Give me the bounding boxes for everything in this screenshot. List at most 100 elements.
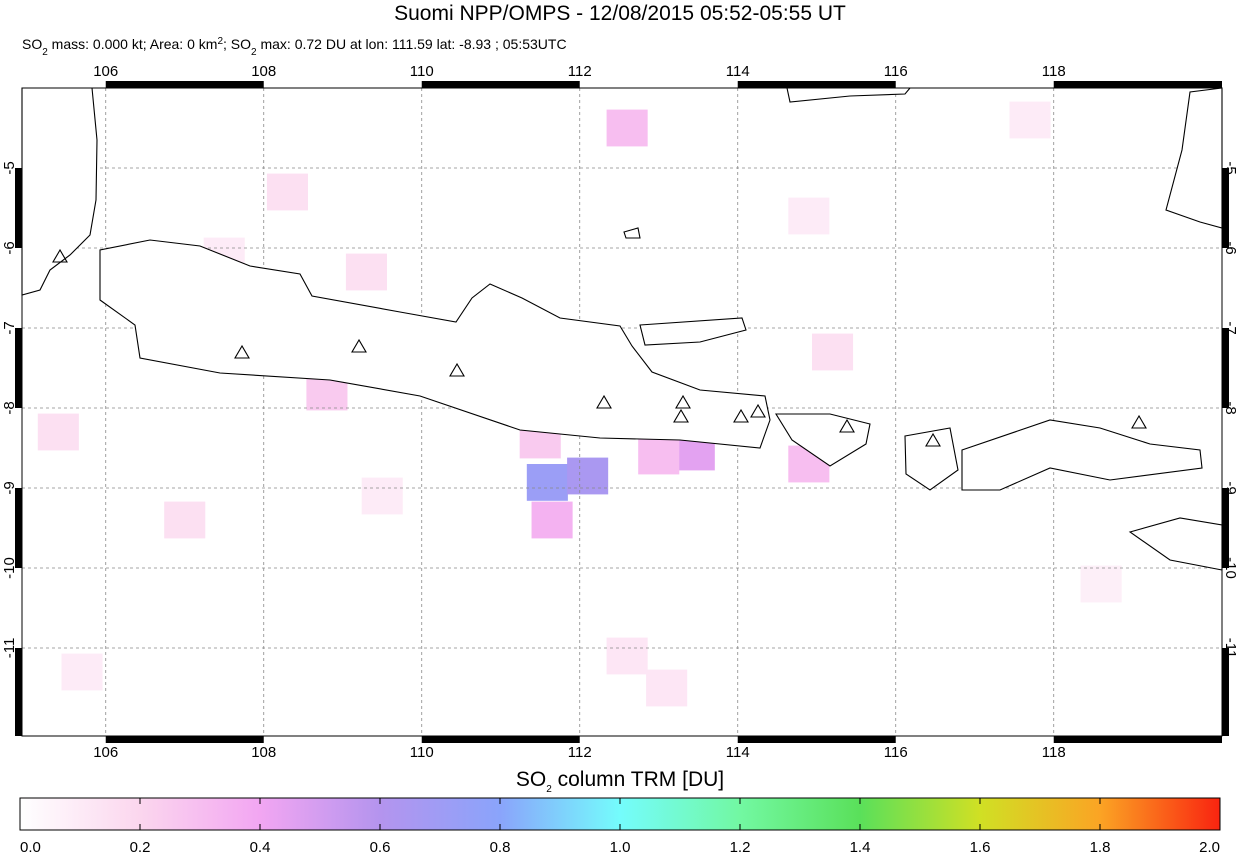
volcano bbox=[1131, 414, 1147, 429]
x-tick-label: 106 bbox=[93, 63, 118, 80]
border-band bbox=[105, 81, 264, 88]
colorbar-tick-label: 1.0 bbox=[610, 839, 631, 855]
colorbar-tick-label: 0.4 bbox=[250, 839, 271, 855]
y-tick-label: -7 bbox=[1222, 321, 1239, 334]
so2-pixel bbox=[345, 253, 387, 291]
title: Suomi NPP/OMPS - 12/08/2015 05:52-05:55 … bbox=[394, 2, 846, 25]
x-tick-label: 112 bbox=[568, 744, 592, 761]
so2-pixel bbox=[1080, 565, 1122, 603]
subtitle-part: mass: 0.000 kt; Area: 0 km bbox=[48, 36, 218, 52]
border-band bbox=[15, 648, 22, 736]
x-tick-label: 106 bbox=[93, 744, 118, 761]
border-band bbox=[1222, 168, 1229, 248]
border-band bbox=[15, 328, 22, 408]
subtitle-part: 2 bbox=[42, 47, 48, 58]
volcano bbox=[839, 418, 855, 433]
so2-pixel bbox=[811, 333, 854, 371]
subtitle-part: max: 0.72 DU at lon: 111.59 lat: -8.93 ;… bbox=[257, 36, 567, 52]
so2-pixel bbox=[646, 669, 688, 707]
x-tick-label: 114 bbox=[726, 744, 750, 761]
subtitle-part: SO bbox=[22, 36, 42, 52]
so2-pixel bbox=[1009, 101, 1051, 139]
so2-pixel bbox=[606, 109, 648, 147]
border-band bbox=[15, 168, 22, 248]
y-tick-label: -10 bbox=[1, 557, 18, 579]
y-tick-label: -9 bbox=[1222, 481, 1239, 494]
y-tick-label: -6 bbox=[1222, 241, 1239, 254]
so2-pixel bbox=[638, 437, 680, 475]
volcano bbox=[733, 408, 749, 423]
volcano bbox=[925, 432, 941, 447]
x-tick-label: 116 bbox=[884, 63, 908, 80]
so2-pixel bbox=[788, 197, 830, 235]
coast-java bbox=[99, 239, 771, 449]
y-tick-label: -6 bbox=[1, 241, 18, 254]
grid bbox=[22, 88, 1222, 736]
volcano bbox=[351, 338, 367, 353]
coast-sulawesi bbox=[1165, 87, 1223, 229]
border-band bbox=[421, 736, 580, 743]
coast-sumatra bbox=[21, 87, 98, 296]
axis-labels: 106 106 108 108 110 110 112 112 114 114 116 116 118 1… bbox=[1, 63, 1239, 761]
border-band bbox=[105, 736, 264, 743]
y-tick-label: -8 bbox=[1, 401, 18, 414]
y-tick-label: -11 bbox=[1, 638, 18, 659]
border-band bbox=[1222, 488, 1229, 568]
coastlines bbox=[21, 87, 1223, 571]
colorbar-tick-label: 1.8 bbox=[1090, 839, 1111, 855]
colorbar-title-part: 2 bbox=[546, 784, 552, 795]
border-band bbox=[1222, 328, 1229, 408]
volcano bbox=[750, 403, 766, 418]
colorbar-tick-label: 0.2 bbox=[130, 839, 151, 855]
border-band bbox=[421, 81, 580, 88]
colorbar-tick-label: 1.6 bbox=[970, 839, 991, 855]
x-tick-label: 110 bbox=[410, 744, 434, 761]
volcano bbox=[449, 362, 465, 377]
colorbar-tick-label: 1.4 bbox=[850, 839, 871, 855]
volcano bbox=[234, 344, 250, 359]
volcano bbox=[673, 408, 689, 423]
colorbar-title-part: SO bbox=[516, 768, 546, 791]
coast-islet bbox=[623, 227, 641, 239]
map-frame bbox=[21, 87, 1223, 737]
colorbar-tick-label: 1.2 bbox=[730, 839, 751, 855]
border-band bbox=[1053, 736, 1222, 743]
y-tick-label: -10 bbox=[1222, 557, 1239, 579]
y-tick-label: -5 bbox=[1222, 161, 1239, 174]
volcanoes bbox=[52, 248, 1147, 447]
so2-pixel bbox=[567, 457, 609, 495]
coast-sumba bbox=[1128, 517, 1223, 571]
colorbar-tick-label: 0.0 bbox=[20, 839, 41, 855]
x-tick-label: 110 bbox=[410, 63, 434, 80]
coast-bali bbox=[775, 413, 871, 467]
so2-pixel bbox=[526, 464, 568, 501]
x-tick-label: 118 bbox=[1042, 744, 1066, 761]
map-border bbox=[15, 81, 1229, 743]
x-tick-label: 118 bbox=[1042, 63, 1066, 80]
y-tick-label: -9 bbox=[1, 481, 18, 494]
so2-pixel bbox=[164, 501, 206, 539]
subtitle: SO2 mass: 0.000 kt; Area: 0 km2; SO2 max… bbox=[22, 36, 567, 58]
so2-pixel bbox=[37, 413, 79, 451]
border-band bbox=[737, 81, 896, 88]
colorbar-tick-label: 2.0 bbox=[1199, 839, 1220, 855]
so2-pixel bbox=[606, 637, 648, 675]
coast-borneo bbox=[786, 87, 912, 103]
so2-pixel bbox=[361, 477, 403, 515]
volcano bbox=[52, 248, 68, 263]
x-tick-label: 108 bbox=[251, 63, 276, 80]
y-tick-label: -8 bbox=[1222, 401, 1239, 414]
coast-sumbawa bbox=[961, 419, 1203, 491]
y-tick-label: -5 bbox=[1, 161, 18, 174]
colorbar-title: SO2 column TRM [DU] bbox=[516, 768, 724, 795]
subtitle-part: 2 bbox=[251, 47, 257, 58]
colorbar-tick-label: 0.6 bbox=[370, 839, 391, 855]
coast-lombok bbox=[904, 427, 959, 491]
border-band bbox=[1222, 648, 1229, 736]
coast-madura bbox=[639, 317, 747, 346]
y-tick-label: -11 bbox=[1222, 638, 1239, 659]
volcano bbox=[596, 394, 612, 409]
colorbar-tick-label: 0.8 bbox=[490, 839, 511, 855]
x-tick-label: 108 bbox=[251, 744, 276, 761]
